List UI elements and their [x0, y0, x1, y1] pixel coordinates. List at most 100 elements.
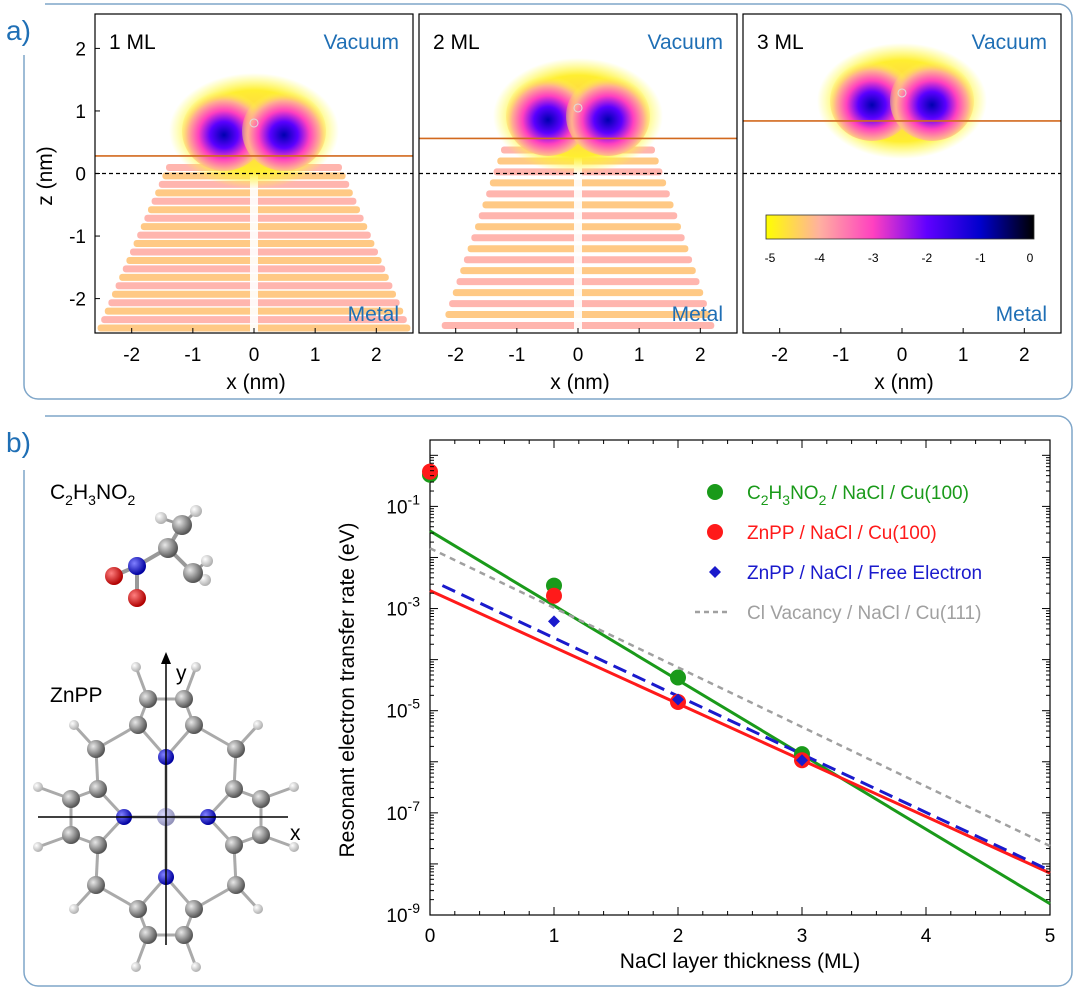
- orbital-lobe-left: [182, 90, 266, 171]
- chart-y-tick: 10-9: [386, 900, 420, 927]
- panel-a-frame: [23, 3, 1073, 400]
- fit-line-2: [429, 589, 1051, 875]
- data-point-2: [546, 587, 562, 604]
- carbon-atom: [139, 926, 157, 944]
- colorbar-tick: -4: [814, 251, 825, 265]
- chart-x-tick: 4: [921, 926, 932, 947]
- legend-label: Cl Vacancy / NaCl / Cu(111): [747, 603, 981, 624]
- carbon-atom: [252, 790, 270, 808]
- colorbar-tick: 0: [1027, 251, 1034, 265]
- x-tick-label: 2: [371, 345, 382, 366]
- chart-y-tick: 10-5: [386, 696, 420, 723]
- hydrogen-atom: [253, 904, 263, 914]
- metal-label: Metal: [348, 303, 399, 326]
- hydrogen-atom: [191, 962, 201, 972]
- data-point-1: [670, 669, 686, 686]
- carbon-atom: [175, 690, 193, 708]
- chart-x-tick: 1: [549, 926, 560, 947]
- carbon-atom: [62, 790, 80, 808]
- x-tick-label: 0: [573, 345, 584, 366]
- carbon-atom: [129, 716, 147, 734]
- molecule1-structure: [105, 505, 213, 607]
- x-tick-label: -2: [447, 345, 464, 366]
- x-tick-label: -1: [184, 345, 201, 366]
- x-tick-label: -2: [123, 345, 140, 366]
- panel-a-xlabel-1: x (nm): [226, 371, 286, 394]
- carbon-atom: [129, 900, 147, 918]
- chart-x-tick: 5: [1045, 926, 1056, 947]
- legend-marker: [707, 524, 723, 540]
- carbon-atom: [227, 740, 245, 758]
- colorbar-tick: -1: [975, 251, 986, 265]
- panel-b-frame: [23, 415, 1073, 987]
- chart-ylabel: Resonant electron transfer rate (eV): [336, 523, 359, 858]
- fit-line-1: [429, 529, 1051, 906]
- molecule1-formula: C2H3NO2: [50, 481, 135, 508]
- layer-label: 1 ML: [109, 31, 156, 54]
- colorbar-tick: -5: [765, 251, 776, 265]
- density-map-2: 2 ML Vacuum Metal -2 -1 0 1 2: [418, 13, 738, 366]
- fit-line-3: [441, 584, 1051, 872]
- colorbar-tick: -2: [921, 251, 932, 265]
- metal-label: Metal: [996, 303, 1047, 326]
- carbon-atom: [89, 836, 107, 854]
- legend-label: ZnPP / NaCl / Cu(100): [747, 523, 937, 544]
- colorbar-gradient: [765, 214, 1035, 240]
- data-point-2: [422, 463, 438, 480]
- z-tick-label: -2: [69, 290, 86, 311]
- colorbar: -5 -4 -3 -2 -1 0: [765, 214, 1035, 265]
- data-point-3: [548, 615, 560, 628]
- znpp-structure: y x: [33, 652, 301, 972]
- orbital-lobe-right: [890, 60, 974, 141]
- hydrogen-atom: [191, 662, 201, 672]
- hydrogen-atom: [289, 782, 299, 792]
- z-tick-label: 2: [75, 39, 86, 60]
- legend-label: ZnPP / NaCl / Free Electron: [747, 563, 982, 584]
- orbital-lobe-right: [242, 90, 326, 171]
- carbon-atom: [87, 740, 105, 758]
- carbon-atom: [185, 900, 203, 918]
- transfer-rate-chart: 0 1 2 3 4 5 10-1 10-3 10-5 10-7 10-9 C2H3NO2 / NaC…: [336, 439, 1056, 973]
- hydrogen-atom: [289, 842, 299, 852]
- x-tick-label: 2: [1019, 345, 1030, 366]
- carbon-atom: [62, 826, 80, 844]
- z-tick-label: 1: [75, 102, 86, 123]
- chart-x-tick: 3: [797, 926, 808, 947]
- legend-marker: [707, 484, 723, 500]
- hydrogen-atom: [131, 962, 141, 972]
- chart-xlabel: NaCl layer thickness (ML): [620, 950, 860, 973]
- legend-label: C2H3NO2 / NaCl / Cu(100): [747, 483, 969, 508]
- carbon-atom: [175, 926, 193, 944]
- carbon-atom: [185, 716, 203, 734]
- z-tick-label: -1: [69, 227, 86, 248]
- x-tick-label: 1: [634, 345, 645, 366]
- hydrogen-atom: [131, 662, 141, 672]
- vacuum-label: Vacuum: [972, 31, 1047, 54]
- znpp-x-label: x: [290, 822, 301, 845]
- chart-x-tick: 2: [673, 926, 684, 947]
- vacuum-label: Vacuum: [324, 31, 399, 54]
- chart-y-tick: 10-1: [386, 491, 420, 518]
- chart-x-tick: 0: [425, 926, 436, 947]
- x-tick-label: 1: [958, 345, 969, 366]
- panel-a-xlabel-2: x (nm): [550, 371, 610, 394]
- x-tick-label: -2: [771, 345, 788, 366]
- x-tick-label: 0: [897, 345, 908, 366]
- density-map-3: 3 ML Vacuum Metal -2 -1 0 1 2: [742, 13, 1062, 366]
- orbital-lobe-right: [566, 75, 650, 156]
- data-point-3: [672, 693, 684, 706]
- colorbar-tick: -3: [868, 251, 879, 265]
- panel-a-ylabel: z (nm): [34, 146, 57, 206]
- chart-plot-area: [429, 439, 1051, 916]
- panel-a-letter: a): [6, 15, 31, 46]
- hydrogen-atom: [33, 782, 43, 792]
- chart-y-tick: 10-3: [386, 594, 420, 621]
- data-point-3: [796, 754, 808, 767]
- molecule2-name: ZnPP: [50, 684, 103, 707]
- carbon-atom: [87, 876, 105, 894]
- orbital-lobe-left: [506, 75, 590, 156]
- chart-y-tick: 10-7: [386, 798, 420, 825]
- carbon-atom: [225, 780, 243, 798]
